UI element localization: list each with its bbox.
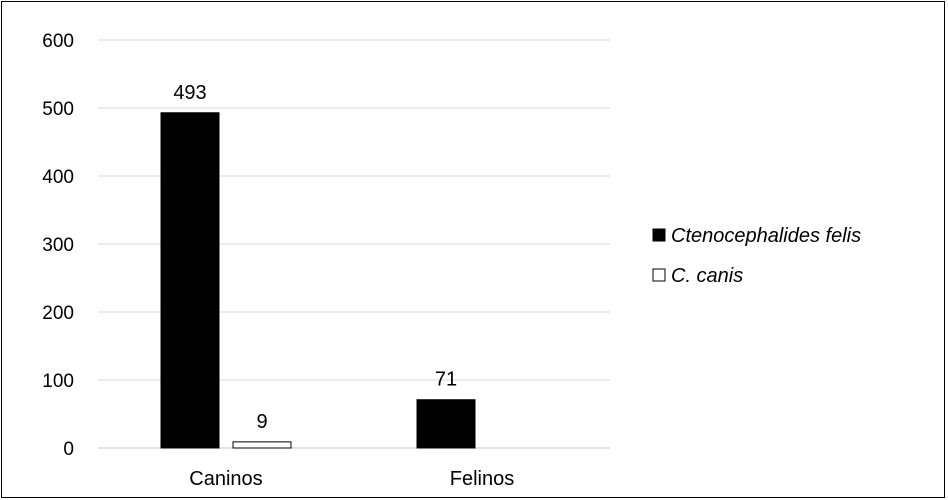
data-label: 493 xyxy=(173,82,206,104)
category-label-caninos: Caninos xyxy=(189,468,262,490)
legend-label: C. canis xyxy=(671,265,743,287)
bars xyxy=(160,112,476,449)
bar-c-canis-caninos xyxy=(232,441,292,449)
y-tick-label: 400 xyxy=(42,167,74,188)
data-label: 71 xyxy=(435,369,457,391)
y-tick-label: 100 xyxy=(42,371,74,392)
data-label: 9 xyxy=(256,411,267,433)
legend-swatch xyxy=(652,268,666,282)
data-labels: 493 9 71 xyxy=(173,82,457,433)
bar-c-felis-caninos xyxy=(160,112,220,449)
legend-label: Ctenocephalides felis xyxy=(671,225,861,247)
y-tick-label: 0 xyxy=(63,439,74,460)
x-axis-category-labels: Caninos Felinos xyxy=(189,468,514,490)
category-label-felinos: Felinos xyxy=(450,468,514,490)
y-tick-label: 600 xyxy=(42,31,74,52)
y-tick-label: 300 xyxy=(42,235,74,256)
legend: Ctenocephalides felis C. canis xyxy=(652,225,861,287)
bar-c-felis-felinos xyxy=(416,399,476,449)
y-tick-label: 200 xyxy=(42,303,74,324)
y-tick-label: 500 xyxy=(42,99,74,120)
legend-swatch xyxy=(652,228,666,242)
y-axis-tick-labels: 0 100 200 300 400 500 600 xyxy=(42,31,74,460)
